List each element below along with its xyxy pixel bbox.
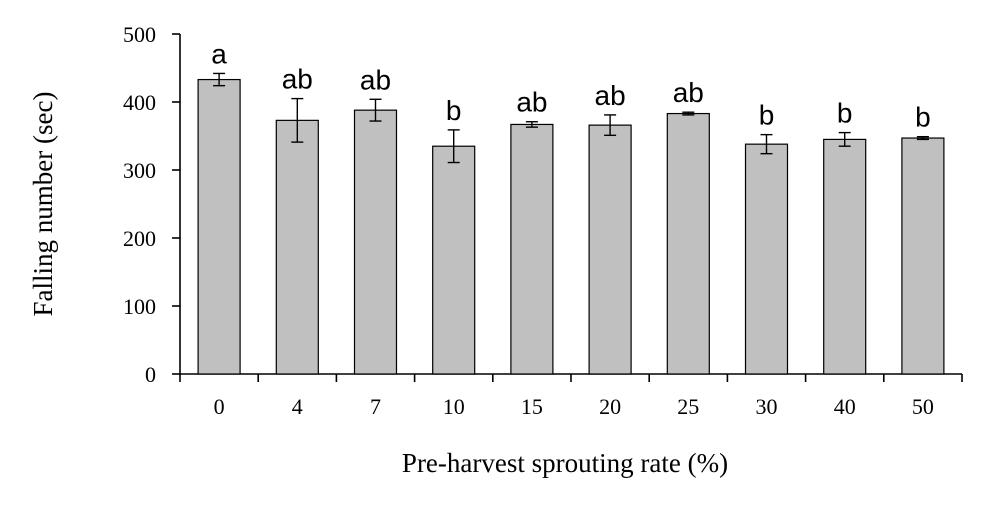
significance-label: a	[211, 38, 227, 69]
bar	[744, 143, 789, 375]
x-tick-label: 25	[677, 394, 699, 419]
significance-label: b	[837, 98, 853, 129]
y-tick-label: 300	[123, 158, 156, 183]
significance-label: b	[915, 102, 931, 133]
plot-area: 0 100 200 300 400 500 a 0 ab 4 ab 7 b 10 ab 15 ab 20 ab 25 b…	[123, 22, 963, 419]
bar	[353, 109, 398, 375]
bar	[510, 123, 554, 375]
significance-label: ab	[516, 87, 547, 118]
x-tick-label: 15	[521, 394, 543, 419]
y-tick-label: 0	[145, 362, 156, 387]
significance-label: ab	[673, 77, 704, 108]
bar	[666, 112, 710, 375]
bar	[432, 145, 476, 375]
x-tick-label: 40	[834, 394, 856, 419]
y-tick-label: 100	[123, 294, 156, 319]
x-tick-label: 10	[443, 394, 465, 419]
bar	[197, 78, 241, 375]
bar	[823, 138, 867, 375]
y-axis-title: Falling number (sec)	[28, 92, 58, 317]
significance-label: ab	[595, 80, 626, 111]
y-tick-label: 400	[123, 90, 156, 115]
x-tick-label: 7	[370, 394, 381, 419]
significance-label: ab	[360, 64, 391, 95]
bar	[588, 124, 632, 375]
bar	[901, 137, 945, 375]
x-tick-label: 30	[756, 394, 778, 419]
x-tick-label: 20	[599, 394, 621, 419]
x-tick-label: 50	[912, 394, 934, 419]
y-tick-label: 500	[123, 22, 156, 47]
significance-label: ab	[282, 64, 313, 95]
x-tick-label: 0	[214, 394, 225, 419]
significance-label: b	[446, 95, 462, 126]
x-axis-title: Pre-harvest sprouting rate (%)	[402, 448, 728, 478]
y-tick-label: 200	[123, 226, 156, 251]
x-tick-label: 4	[292, 394, 303, 419]
bar	[275, 119, 319, 375]
significance-label: b	[759, 100, 775, 131]
